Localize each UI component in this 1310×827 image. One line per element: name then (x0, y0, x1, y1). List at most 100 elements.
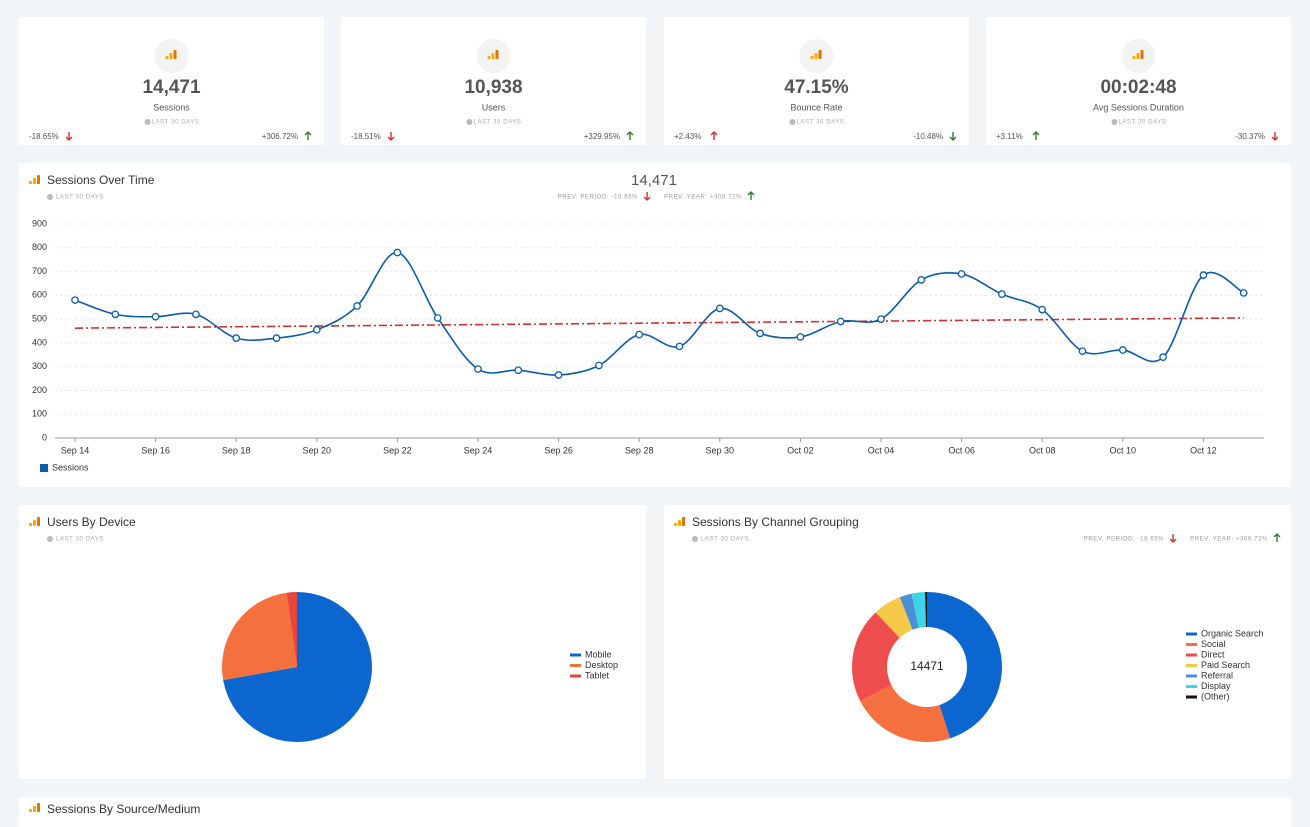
analytics-icon-bar (169, 53, 173, 59)
card-canvas: Sessions Over Time LAST 30 DAYS 14,471 PREV… (29, 172, 1264, 472)
data-point (554, 371, 563, 379)
pie-slice (223, 592, 372, 742)
legend-swatch (1186, 653, 1197, 657)
analytics-icon-bar (678, 520, 681, 526)
kpi-prev-period: -18.65% (29, 132, 59, 141)
period-icon (47, 536, 53, 542)
data-point (1118, 346, 1127, 354)
donut-slice (875, 597, 913, 638)
analytics-icon-bar (810, 56, 814, 59)
trend-arrow (1169, 534, 1177, 543)
legend-swatch (570, 653, 581, 657)
data-point (272, 334, 281, 342)
donut-center-label: 14471 (910, 659, 944, 673)
legend-swatch (1186, 632, 1197, 636)
card-canvas: 00:02:48 Avg Sessions Duration LAST 30 DAY… (996, 39, 1279, 141)
kpi-value: 00:02:48 (1100, 77, 1176, 98)
kpi-period: LAST 30 DAYS (1119, 120, 1167, 126)
trend-arrow (949, 132, 957, 141)
legend-swatch (1186, 643, 1197, 646)
chart-title: Users By Device (47, 515, 136, 529)
analytics-icon-bar (814, 53, 818, 59)
data-point (151, 312, 160, 321)
y-tick-label: 800 (32, 242, 47, 252)
analytics-icon-bar (29, 809, 32, 812)
header-stat: PREV. YEAR: +306.72% (664, 195, 742, 201)
analytics-icon-bar (37, 175, 40, 184)
y-tick-label: 900 (32, 218, 47, 228)
data-point (957, 270, 966, 278)
y-tick-label: 500 (32, 313, 47, 323)
analytics-icon-bar (682, 517, 685, 526)
header-stat: PREV. YEAR: +306.72% (1190, 537, 1268, 543)
legend-swatch (1186, 695, 1197, 699)
donut-slice (852, 612, 900, 702)
chart-total: 14,471 (631, 172, 677, 189)
legend-label: Mobile (585, 649, 612, 659)
trend-arrow (626, 131, 634, 140)
y-tick-label: 600 (32, 290, 47, 300)
analytics-icon-bar (818, 50, 822, 59)
x-tick-label: Oct 10 (1110, 445, 1137, 455)
period-icon (144, 119, 151, 125)
kpi-card: 10,938 Users LAST 30 DAYS -18.51% +329.95% (341, 17, 646, 145)
period-icon (1111, 119, 1118, 125)
analytics-icon-bar (29, 523, 32, 526)
legend-swatch (1186, 664, 1197, 667)
kpi-label: Users (482, 102, 506, 112)
x-tick-label: Sep 16 (141, 445, 170, 455)
x-tick-label: Sep 18 (222, 445, 251, 455)
data-point (232, 334, 241, 342)
analytics-icon-bar (33, 520, 36, 526)
analytics-icon-bar (674, 523, 677, 526)
card-canvas: Sessions By Channel Grouping LAST 30 DAYS… (674, 515, 1281, 742)
y-tick-label: 100 (32, 409, 47, 419)
data-point (1038, 305, 1047, 314)
analytics-icon-bar (29, 181, 32, 184)
x-tick-label: Oct 06 (948, 445, 975, 455)
legend-swatch (40, 464, 48, 472)
x-tick-label: Sep 14 (61, 445, 90, 455)
analytics-icon-bar (1136, 53, 1140, 59)
analytics-icon-bar (495, 50, 499, 59)
analytics-icon-bar (33, 806, 36, 812)
kpi-card: 14,471 Sessions LAST 30 DAYS -18.65% +306.72… (19, 17, 324, 145)
data-point (1078, 347, 1087, 356)
legend-label: Organic Search (1201, 628, 1264, 638)
trend-arrow (387, 132, 395, 141)
y-tick-label: 0 (42, 432, 47, 442)
legend-swatch (1186, 674, 1197, 678)
donut-chart-card: Sessions By Channel Grouping LAST 30 DAYS… (664, 505, 1291, 779)
period-icon (692, 536, 698, 542)
donut-slice (899, 593, 919, 630)
kpi-prev-year: -30.37% (1235, 132, 1265, 141)
analytics-icon-bar (165, 56, 169, 59)
kpi-label: Bounce Rate (790, 102, 842, 112)
y-tick-label: 700 (32, 266, 47, 276)
kpi-period: LAST 30 DAYS (152, 120, 200, 126)
analytics-icon-bar (37, 803, 40, 812)
data-point (635, 330, 644, 339)
kpi-prev-year: +306.72% (262, 132, 298, 141)
y-tick-label: 300 (32, 361, 47, 371)
pie-slice (222, 592, 297, 681)
x-tick-label: Oct 12 (1190, 445, 1217, 455)
trend-arrow (1271, 132, 1279, 141)
data-point (1239, 289, 1248, 297)
data-point (192, 310, 200, 319)
data-point (998, 290, 1006, 298)
legend-label: Social (1201, 639, 1226, 649)
data-point (595, 361, 603, 370)
legend-label: Display (1201, 681, 1231, 691)
legend-label: Referral (1201, 670, 1233, 680)
legend-label: (Other) (1201, 691, 1230, 701)
period-icon (789, 119, 796, 125)
kpi-value: 10,938 (464, 77, 522, 98)
trend-arrow (1273, 533, 1281, 542)
card-canvas: Sessions By Source/Medium (29, 802, 200, 816)
legend-swatch (1186, 685, 1197, 688)
data-point (433, 314, 442, 322)
legend-swatch (570, 664, 581, 667)
card-canvas: 10,938 Users LAST 30 DAYS -18.51% +329.95% (351, 39, 634, 141)
